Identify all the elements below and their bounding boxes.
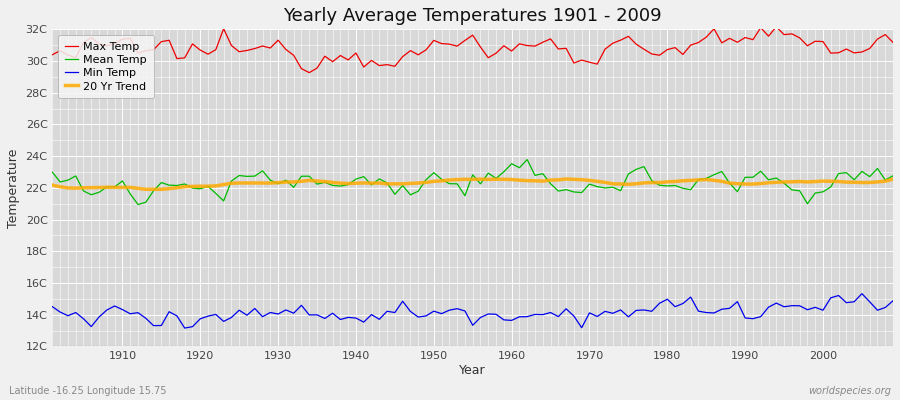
Max Temp — [335, 53, 346, 58]
Min Temp — [288, 311, 299, 316]
Line: Max Temp: Max Temp — [52, 27, 893, 73]
Mean Temp — [616, 188, 626, 193]
Legend: Max Temp, Mean Temp, Min Temp, 20 Yr Trend: Max Temp, Mean Temp, Min Temp, 20 Yr Tre… — [58, 35, 154, 98]
Mean Temp — [522, 157, 533, 162]
Min Temp — [335, 317, 346, 322]
20 Yr Trend — [148, 187, 159, 192]
Max Temp — [771, 24, 782, 29]
X-axis label: Year: Year — [459, 364, 486, 377]
Line: Min Temp: Min Temp — [52, 294, 893, 328]
Mean Temp — [506, 161, 517, 166]
Title: Yearly Average Temperatures 1901 - 2009: Yearly Average Temperatures 1901 - 2009 — [284, 7, 662, 25]
Max Temp — [47, 52, 58, 57]
Mean Temp — [514, 165, 525, 170]
Max Temp — [304, 70, 315, 75]
Min Temp — [608, 311, 618, 316]
20 Yr Trend — [616, 182, 626, 186]
Max Temp — [506, 49, 517, 54]
20 Yr Trend — [288, 180, 299, 184]
20 Yr Trend — [47, 183, 58, 188]
Mean Temp — [47, 170, 58, 174]
Max Temp — [514, 42, 525, 46]
Line: Mean Temp: Mean Temp — [52, 160, 893, 204]
Mean Temp — [109, 184, 120, 189]
Text: worldspecies.org: worldspecies.org — [808, 386, 891, 396]
20 Yr Trend — [561, 176, 572, 181]
Mean Temp — [887, 174, 898, 178]
Min Temp — [47, 304, 58, 309]
Min Temp — [109, 304, 120, 308]
Min Temp — [857, 291, 868, 296]
Text: Latitude -16.25 Longitude 15.75: Latitude -16.25 Longitude 15.75 — [9, 386, 166, 396]
Min Temp — [514, 314, 525, 319]
20 Yr Trend — [109, 185, 120, 190]
Mean Temp — [132, 202, 143, 207]
Line: 20 Yr Trend: 20 Yr Trend — [52, 179, 893, 189]
Max Temp — [887, 40, 898, 45]
Min Temp — [506, 318, 517, 323]
20 Yr Trend — [514, 178, 525, 182]
Max Temp — [281, 47, 292, 52]
Max Temp — [109, 41, 120, 46]
Min Temp — [179, 326, 190, 330]
Max Temp — [608, 41, 618, 46]
Mean Temp — [288, 185, 299, 190]
20 Yr Trend — [335, 181, 346, 186]
Min Temp — [887, 298, 898, 303]
20 Yr Trend — [887, 177, 898, 182]
Mean Temp — [335, 184, 346, 188]
20 Yr Trend — [506, 177, 517, 182]
Y-axis label: Temperature: Temperature — [7, 148, 20, 228]
